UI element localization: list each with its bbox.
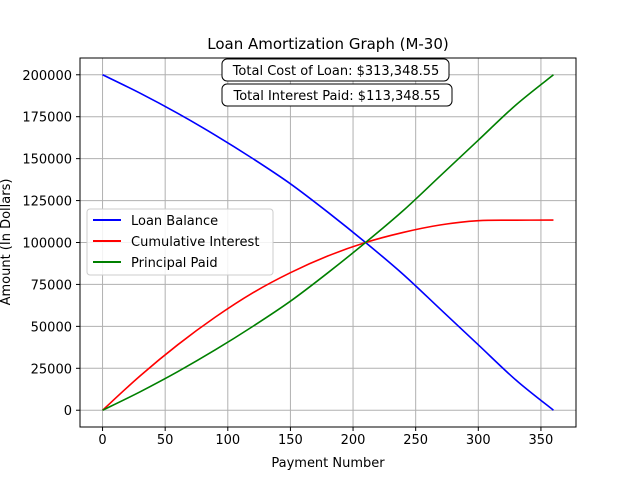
x-tick-label: 250 [403,433,428,448]
y-tick-label: 200000 [22,69,72,84]
annotation-text: Total Cost of Loan: $313,348.55 [232,64,440,79]
axis-ticks: 0 50 100 150 200 250 300 350 0 25000 50000 75000 100… [22,69,553,448]
y-tick-label: 175000 [22,111,72,126]
chart-title: Loan Amortization Graph (M-30) [207,35,449,53]
series-line-loan-balance [102,74,554,411]
y-tick-label: 50000 [31,320,72,335]
x-tick-label: 300 [466,433,491,448]
legend: Loan Balance Cumulative Interest Princip… [86,208,274,276]
x-tick-label: 50 [157,433,174,448]
series-lines [102,74,554,411]
series-line-principal-paid [102,74,554,411]
y-tick-label: 150000 [22,153,72,168]
annotation-total-interest: Total Interest Paid: $113,348.55 [221,83,453,107]
x-tick-label: 200 [341,433,366,448]
grid-lines [80,58,576,427]
annotation-box [221,58,450,82]
x-axis-label: Payment Number [271,456,385,471]
legend-label-principal-paid: Principal Paid [131,256,218,271]
legend-label-loan-balance: Loan Balance [131,214,218,229]
x-tick-label: 100 [215,433,240,448]
x-tick-label: 0 [98,433,106,448]
y-axis-label: Amount (In Dollars) [0,179,14,306]
y-tick-label: 25000 [31,362,72,377]
y-tick-label: 75000 [31,278,72,293]
annotation-total-cost: Total Cost of Loan: $313,348.55 [221,58,450,82]
legend-box [86,208,274,276]
annotation-text: Total Interest Paid: $113,348.55 [232,89,440,104]
annotation-box [221,83,453,107]
x-tick-label: 350 [529,433,554,448]
x-tick-label: 150 [278,433,303,448]
y-tick-label: 125000 [22,195,72,210]
legend-label-cumulative-interest: Cumulative Interest [131,235,259,250]
series-line-cumulative-interest [102,219,554,411]
y-tick-label: 100000 [22,237,72,252]
y-tick-label: 0 [64,404,72,419]
